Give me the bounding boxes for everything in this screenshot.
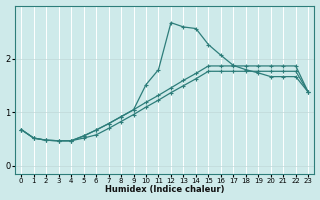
X-axis label: Humidex (Indice chaleur): Humidex (Indice chaleur): [105, 185, 224, 194]
